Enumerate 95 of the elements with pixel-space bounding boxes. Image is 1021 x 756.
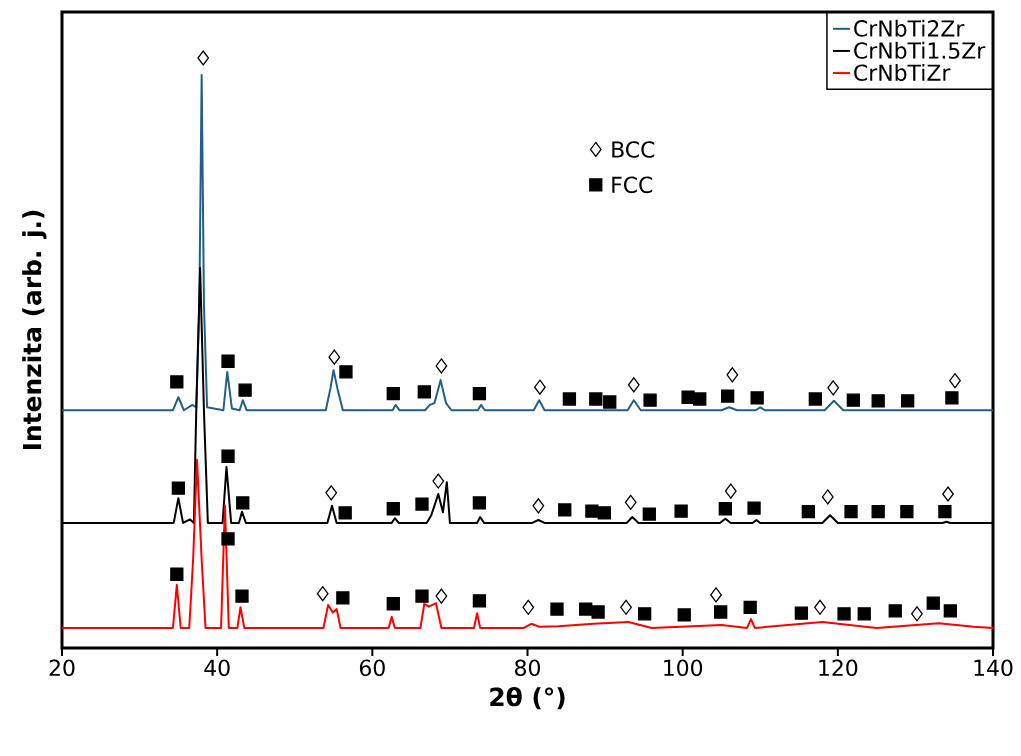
point	[235, 589, 249, 603]
legend-label: FCC	[612, 176, 653, 194]
point	[435, 358, 448, 374]
point	[415, 497, 429, 511]
point	[585, 504, 599, 518]
point	[170, 375, 184, 389]
point	[844, 505, 858, 519]
point	[681, 390, 695, 404]
point	[386, 387, 400, 401]
point	[472, 594, 487, 608]
x-tick-label: 120	[819, 659, 858, 677]
point	[677, 608, 691, 622]
point	[221, 449, 235, 463]
point	[603, 395, 617, 409]
point	[417, 385, 431, 399]
point	[579, 602, 593, 616]
point	[316, 586, 329, 602]
point	[857, 607, 871, 621]
point	[949, 373, 961, 389]
point	[522, 599, 535, 615]
point	[837, 607, 851, 621]
point	[415, 589, 429, 603]
point	[827, 380, 840, 396]
point	[627, 377, 640, 393]
point	[721, 389, 735, 403]
point	[943, 604, 957, 618]
x-tick-label: 80	[515, 659, 540, 677]
point	[562, 392, 577, 406]
point	[888, 604, 902, 618]
point	[871, 394, 885, 408]
point	[339, 365, 353, 379]
point	[325, 485, 338, 501]
point	[821, 489, 834, 505]
point	[597, 506, 611, 520]
y-axis-title: Intenzita (arb. j.)	[22, 210, 47, 450]
point	[386, 597, 400, 611]
point	[171, 481, 186, 495]
legend-label: BCC	[612, 141, 655, 158]
point	[674, 504, 688, 518]
point	[900, 505, 914, 519]
point	[926, 596, 940, 610]
x-tick-label: 140	[974, 659, 1013, 677]
x-tick-label: 20	[49, 659, 75, 677]
point	[724, 483, 737, 499]
legend-label: CrNbTiZr	[854, 63, 951, 81]
x-tick-label: 100	[664, 659, 703, 677]
point	[624, 494, 637, 510]
point	[338, 506, 352, 520]
point	[750, 391, 764, 405]
point	[743, 600, 757, 614]
point	[726, 367, 739, 383]
point	[336, 591, 350, 605]
point	[170, 567, 184, 581]
point	[328, 349, 341, 365]
point	[814, 599, 826, 615]
point	[221, 354, 235, 368]
point	[942, 486, 954, 502]
point	[236, 496, 250, 510]
point	[718, 502, 732, 516]
point	[693, 392, 707, 406]
point	[472, 387, 487, 401]
point	[808, 392, 822, 406]
legend-label: CrNbTi1.5Zr	[854, 41, 986, 59]
x-axis-title: 2θ (°)	[490, 686, 565, 710]
point	[472, 496, 487, 510]
point	[945, 391, 959, 405]
x-tick-label: 40	[204, 659, 230, 677]
point	[801, 505, 816, 519]
point	[221, 532, 235, 546]
point	[911, 606, 923, 622]
legend-label: CrNbTi2Zr	[854, 19, 965, 37]
point	[846, 393, 861, 407]
point	[591, 605, 605, 619]
point	[938, 505, 952, 519]
point	[432, 473, 445, 489]
point	[532, 498, 545, 514]
point	[638, 607, 652, 621]
point	[901, 394, 915, 408]
point	[643, 393, 657, 407]
point	[642, 507, 656, 521]
point	[435, 588, 448, 604]
x-tick-label: 60	[359, 659, 385, 677]
point	[589, 392, 603, 406]
point	[197, 50, 210, 66]
point	[747, 501, 761, 515]
point	[558, 503, 572, 517]
point	[386, 502, 400, 516]
point	[714, 605, 728, 619]
point	[534, 379, 546, 395]
point	[794, 606, 809, 620]
point	[550, 602, 564, 616]
point	[710, 587, 722, 603]
point	[620, 599, 632, 615]
point	[871, 505, 885, 519]
point	[238, 383, 252, 397]
